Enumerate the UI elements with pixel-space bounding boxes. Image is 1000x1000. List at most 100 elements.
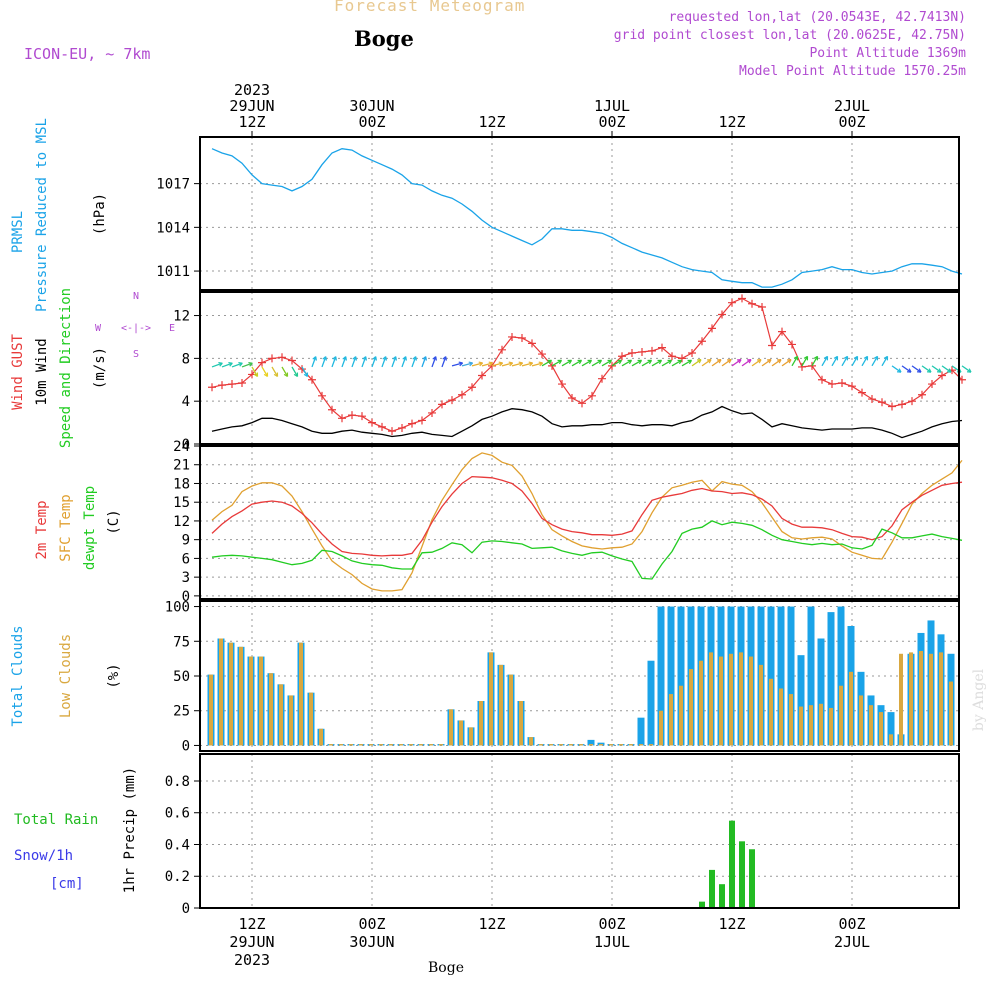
y-tick-label: 1017 bbox=[156, 177, 190, 193]
panel-frame bbox=[200, 292, 959, 444]
low-cloud-bar bbox=[949, 682, 953, 746]
label-temp-unit: (C) bbox=[106, 509, 122, 534]
time-label-bottom: 00Z bbox=[838, 915, 865, 933]
low-cloud-bar bbox=[389, 744, 393, 745]
y-tick-label: 0.6 bbox=[165, 806, 190, 822]
time-label-top: 00Z bbox=[598, 113, 625, 131]
gust-marker bbox=[898, 400, 906, 408]
low-cloud-bar bbox=[779, 689, 783, 746]
time-label-bottom: 00Z bbox=[598, 915, 625, 933]
low-cloud-bar bbox=[409, 744, 413, 745]
low-cloud-bar bbox=[679, 686, 683, 746]
low-cloud-bar bbox=[639, 744, 643, 745]
gust-marker bbox=[448, 396, 456, 404]
low-cloud-bar bbox=[629, 744, 633, 745]
y-tick-label: 1011 bbox=[156, 264, 190, 280]
low-cloud-bar bbox=[659, 711, 663, 746]
label-pressure-msl: Pressure Reduced to MSL bbox=[34, 118, 50, 312]
total-cloud-bar bbox=[648, 661, 655, 746]
low-cloud-bar bbox=[369, 744, 373, 745]
y-tick-label: 18 bbox=[173, 476, 190, 492]
low-cloud-bar bbox=[239, 647, 243, 746]
gust-marker bbox=[358, 412, 366, 420]
low-cloud-bar bbox=[449, 709, 453, 745]
time-label-bottom: 30JUN bbox=[349, 933, 394, 951]
low-cloud-bar bbox=[669, 694, 673, 745]
low-cloud-bar bbox=[339, 744, 343, 745]
low-cloud-bar bbox=[349, 744, 353, 745]
low-cloud-bar bbox=[299, 643, 303, 746]
y-tick-label: 6 bbox=[182, 551, 190, 567]
low-cloud-bar bbox=[599, 744, 603, 745]
y-tick-label: 3 bbox=[182, 570, 190, 586]
gust-marker bbox=[218, 381, 226, 389]
low-cloud-bar bbox=[249, 657, 253, 746]
y-tick-label: 9 bbox=[182, 533, 190, 549]
low-cloud-bar bbox=[519, 701, 523, 745]
gust-marker bbox=[638, 348, 646, 356]
low-cloud-bar bbox=[469, 727, 473, 745]
gust-marker bbox=[858, 389, 866, 397]
gust-marker bbox=[278, 353, 286, 361]
low-cloud-bar bbox=[719, 657, 723, 746]
rain-bar bbox=[719, 884, 725, 908]
label-wind-unit: (m/s) bbox=[92, 347, 108, 389]
compass-arrows: <-|-> bbox=[121, 323, 151, 334]
gust-marker bbox=[828, 380, 836, 388]
y-tick-label: 0.2 bbox=[165, 869, 190, 885]
time-label-top: 12Z bbox=[238, 113, 265, 131]
low-cloud-bar bbox=[869, 705, 873, 745]
low-cloud-bar bbox=[919, 651, 923, 745]
compass-w: W bbox=[95, 323, 102, 334]
gust-marker bbox=[558, 380, 566, 388]
gust-marker bbox=[228, 380, 236, 388]
y-tick-label: 50 bbox=[173, 669, 190, 685]
label-layer: PRMSL Pressure Reduced to MSL (hPa) Wind… bbox=[10, 81, 987, 976]
gust-marker bbox=[628, 349, 636, 357]
pressure-line bbox=[212, 149, 962, 287]
low-cloud-bar bbox=[579, 744, 583, 745]
gust-marker bbox=[908, 397, 916, 405]
label-total-rain: Total Rain bbox=[14, 812, 98, 828]
low-cloud-bar bbox=[819, 704, 823, 746]
gust-marker bbox=[818, 376, 826, 384]
time-label-bottom: 2023 bbox=[234, 951, 270, 969]
low-cloud-bar bbox=[589, 744, 593, 745]
y-tick-label: 12 bbox=[173, 514, 190, 530]
low-cloud-bar bbox=[259, 657, 263, 746]
panel-frame bbox=[200, 754, 959, 908]
rain-bar bbox=[729, 821, 735, 908]
temp-2m-line bbox=[212, 477, 962, 556]
gust-marker bbox=[738, 294, 746, 302]
low-cloud-bar bbox=[559, 744, 563, 745]
time-label-bottom: 00Z bbox=[358, 915, 385, 933]
label-total-clouds: Total Clouds bbox=[10, 625, 26, 726]
rain-bar bbox=[739, 841, 745, 908]
wind-10m-line bbox=[212, 407, 962, 438]
low-cloud-bar bbox=[479, 701, 483, 745]
low-cloud-bar bbox=[529, 737, 533, 745]
compass-e: E bbox=[169, 323, 175, 334]
gust-marker bbox=[748, 300, 756, 308]
low-cloud-bar bbox=[619, 744, 623, 745]
low-cloud-bar bbox=[269, 673, 273, 745]
y-tick-label: 0.8 bbox=[165, 774, 190, 790]
y-tick-label: 1014 bbox=[156, 220, 190, 236]
y-tick-label: 25 bbox=[173, 704, 190, 720]
low-cloud-bar bbox=[329, 744, 333, 745]
gust-marker bbox=[768, 342, 776, 350]
gust-marker bbox=[378, 423, 386, 431]
panel-frame bbox=[200, 137, 959, 290]
gust-marker bbox=[208, 383, 216, 391]
low-cloud-bar bbox=[439, 744, 443, 745]
label-wind-gust: Wind GUST bbox=[10, 334, 26, 410]
low-cloud-bar bbox=[379, 744, 383, 745]
gust-marker bbox=[648, 347, 656, 355]
low-cloud-bar bbox=[929, 654, 933, 746]
low-cloud-bar bbox=[649, 744, 653, 745]
y-tick-label: 15 bbox=[173, 495, 190, 511]
gust-marker bbox=[888, 403, 896, 411]
low-cloud-bar bbox=[739, 652, 743, 745]
label-dewpt-temp: dewpt Temp bbox=[82, 486, 98, 570]
low-cloud-bar bbox=[319, 729, 323, 746]
